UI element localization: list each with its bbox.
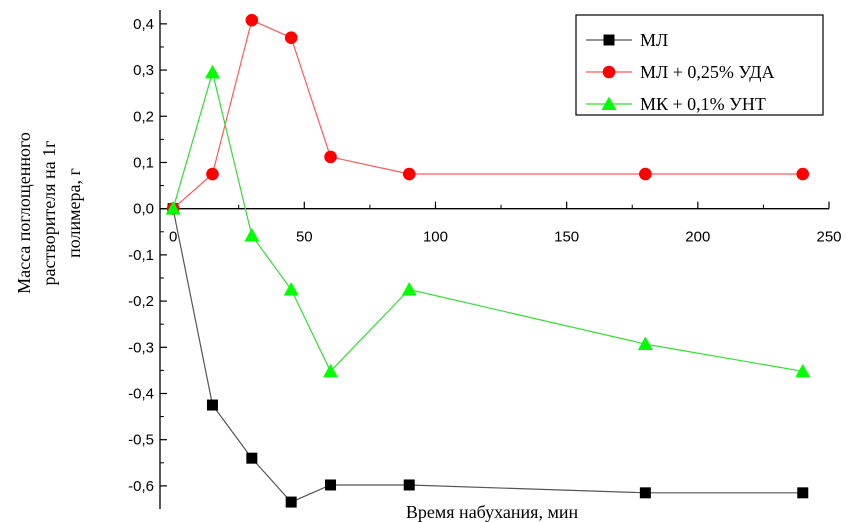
data-point (246, 452, 258, 464)
legend: МЛ МЛ + 0,25% УДА МК + 0,1% УНТ (575, 14, 824, 116)
data-point (797, 487, 809, 499)
y-tick-label: 0,2 (133, 108, 154, 125)
series-3 (165, 64, 811, 378)
legend-item: МК + 0,1% УНТ (586, 94, 766, 114)
data-point (324, 150, 337, 164)
y-axis-title-line: Масса поглощенного (14, 132, 34, 294)
data-point (639, 487, 651, 499)
data-point (244, 227, 260, 242)
legend-marker (603, 34, 615, 46)
data-point (204, 64, 220, 79)
legend-marker (602, 65, 616, 79)
y-tick-label: -0,1 (128, 247, 154, 264)
y-axis-title: Масса поглощенного растворителя на 1г поли… (14, 132, 84, 294)
series-line (172, 208, 803, 503)
x-tick-label: 200 (685, 229, 710, 246)
ticks: 0,4 0,3 0,2 0,1 0,0 -0,1 -0,2 -0,3 -0,4 -0,5 -0,6 0… (128, 16, 841, 495)
data-point (283, 282, 299, 296)
data-point (639, 167, 652, 181)
data-point (403, 479, 415, 491)
data-point (206, 399, 218, 411)
data-point (637, 336, 653, 351)
y-tick-label: -0,3 (128, 339, 154, 356)
y-tick-label: -0,2 (128, 293, 154, 310)
series-line (172, 19, 803, 210)
data-point (796, 167, 810, 181)
data-point (402, 167, 416, 181)
series-layer (165, 13, 811, 508)
data-point (245, 13, 259, 27)
y-tick-label: -0,5 (128, 432, 154, 449)
data-point (323, 363, 339, 378)
legend-item: МЛ + 0,25% УДА (586, 62, 775, 82)
data-point (206, 167, 219, 181)
y-tick-label: 0,1 (133, 154, 154, 171)
legend-label: МК + 0,1% УНТ (640, 94, 766, 114)
y-tick-label: -0,4 (128, 385, 154, 402)
y-axis-title-line: растворителя на 1г (39, 141, 59, 286)
series-2 (166, 13, 810, 215)
data-point (285, 496, 297, 508)
x-tick-label: 250 (816, 229, 841, 246)
x-tick-label: 50 (296, 229, 313, 246)
series-line (172, 70, 803, 373)
x-tick-label: 100 (423, 229, 448, 246)
y-tick-label: 0,3 (133, 62, 154, 79)
data-point (325, 479, 337, 491)
legend-label: МЛ (640, 30, 668, 50)
data-point (401, 282, 417, 296)
legend-marker (601, 96, 617, 110)
y-tick-label: 0,0 (133, 201, 154, 218)
x-tick-label: 150 (554, 229, 579, 246)
y-axis-title-line: полимера, г (64, 168, 84, 258)
y-tick-label: -0,6 (128, 478, 154, 495)
axis-titles: Время набухания, мин Масса поглощенного р… (14, 132, 578, 522)
legend-item: МЛ (586, 30, 668, 50)
x-tick-label: 0 (169, 229, 177, 246)
x-axis-title: Время набухания, мин (406, 502, 579, 522)
legend-label: МЛ + 0,25% УДА (640, 62, 775, 82)
data-point (284, 31, 298, 45)
y-tick-label: 0,4 (133, 16, 154, 33)
data-point (165, 201, 181, 215)
series-1 (167, 203, 809, 508)
data-point (795, 363, 811, 378)
legend-box (575, 14, 824, 116)
